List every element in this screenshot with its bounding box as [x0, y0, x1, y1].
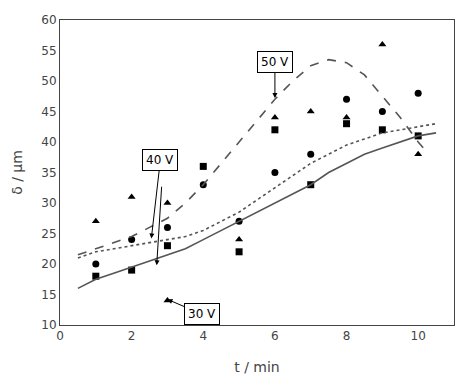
svg-text:6: 6	[271, 329, 279, 343]
svg-text:30 V: 30 V	[188, 307, 216, 321]
svg-text:40 V: 40 V	[146, 153, 174, 167]
svg-text:50: 50	[41, 74, 56, 88]
svg-text:4: 4	[199, 329, 207, 343]
svg-text:20: 20	[41, 257, 56, 271]
svg-text:10: 10	[411, 329, 426, 343]
svg-text:15: 15	[41, 288, 56, 302]
svg-text:25: 25	[41, 227, 56, 241]
svg-text:45: 45	[41, 105, 56, 119]
svg-text:60: 60	[41, 13, 56, 27]
svg-text:8: 8	[343, 329, 351, 343]
svg-text:30: 30	[41, 196, 56, 210]
svg-text:0: 0	[56, 329, 64, 343]
svg-text:50 V: 50 V	[261, 55, 289, 69]
svg-text:t / min: t / min	[234, 359, 280, 375]
svg-text:55: 55	[41, 44, 56, 58]
svg-text:2: 2	[128, 329, 136, 343]
svg-text:10: 10	[41, 318, 56, 332]
svg-text:35: 35	[41, 166, 56, 180]
svg-text:40: 40	[41, 135, 56, 149]
svg-text:δ / μm: δ / μm	[9, 150, 25, 195]
